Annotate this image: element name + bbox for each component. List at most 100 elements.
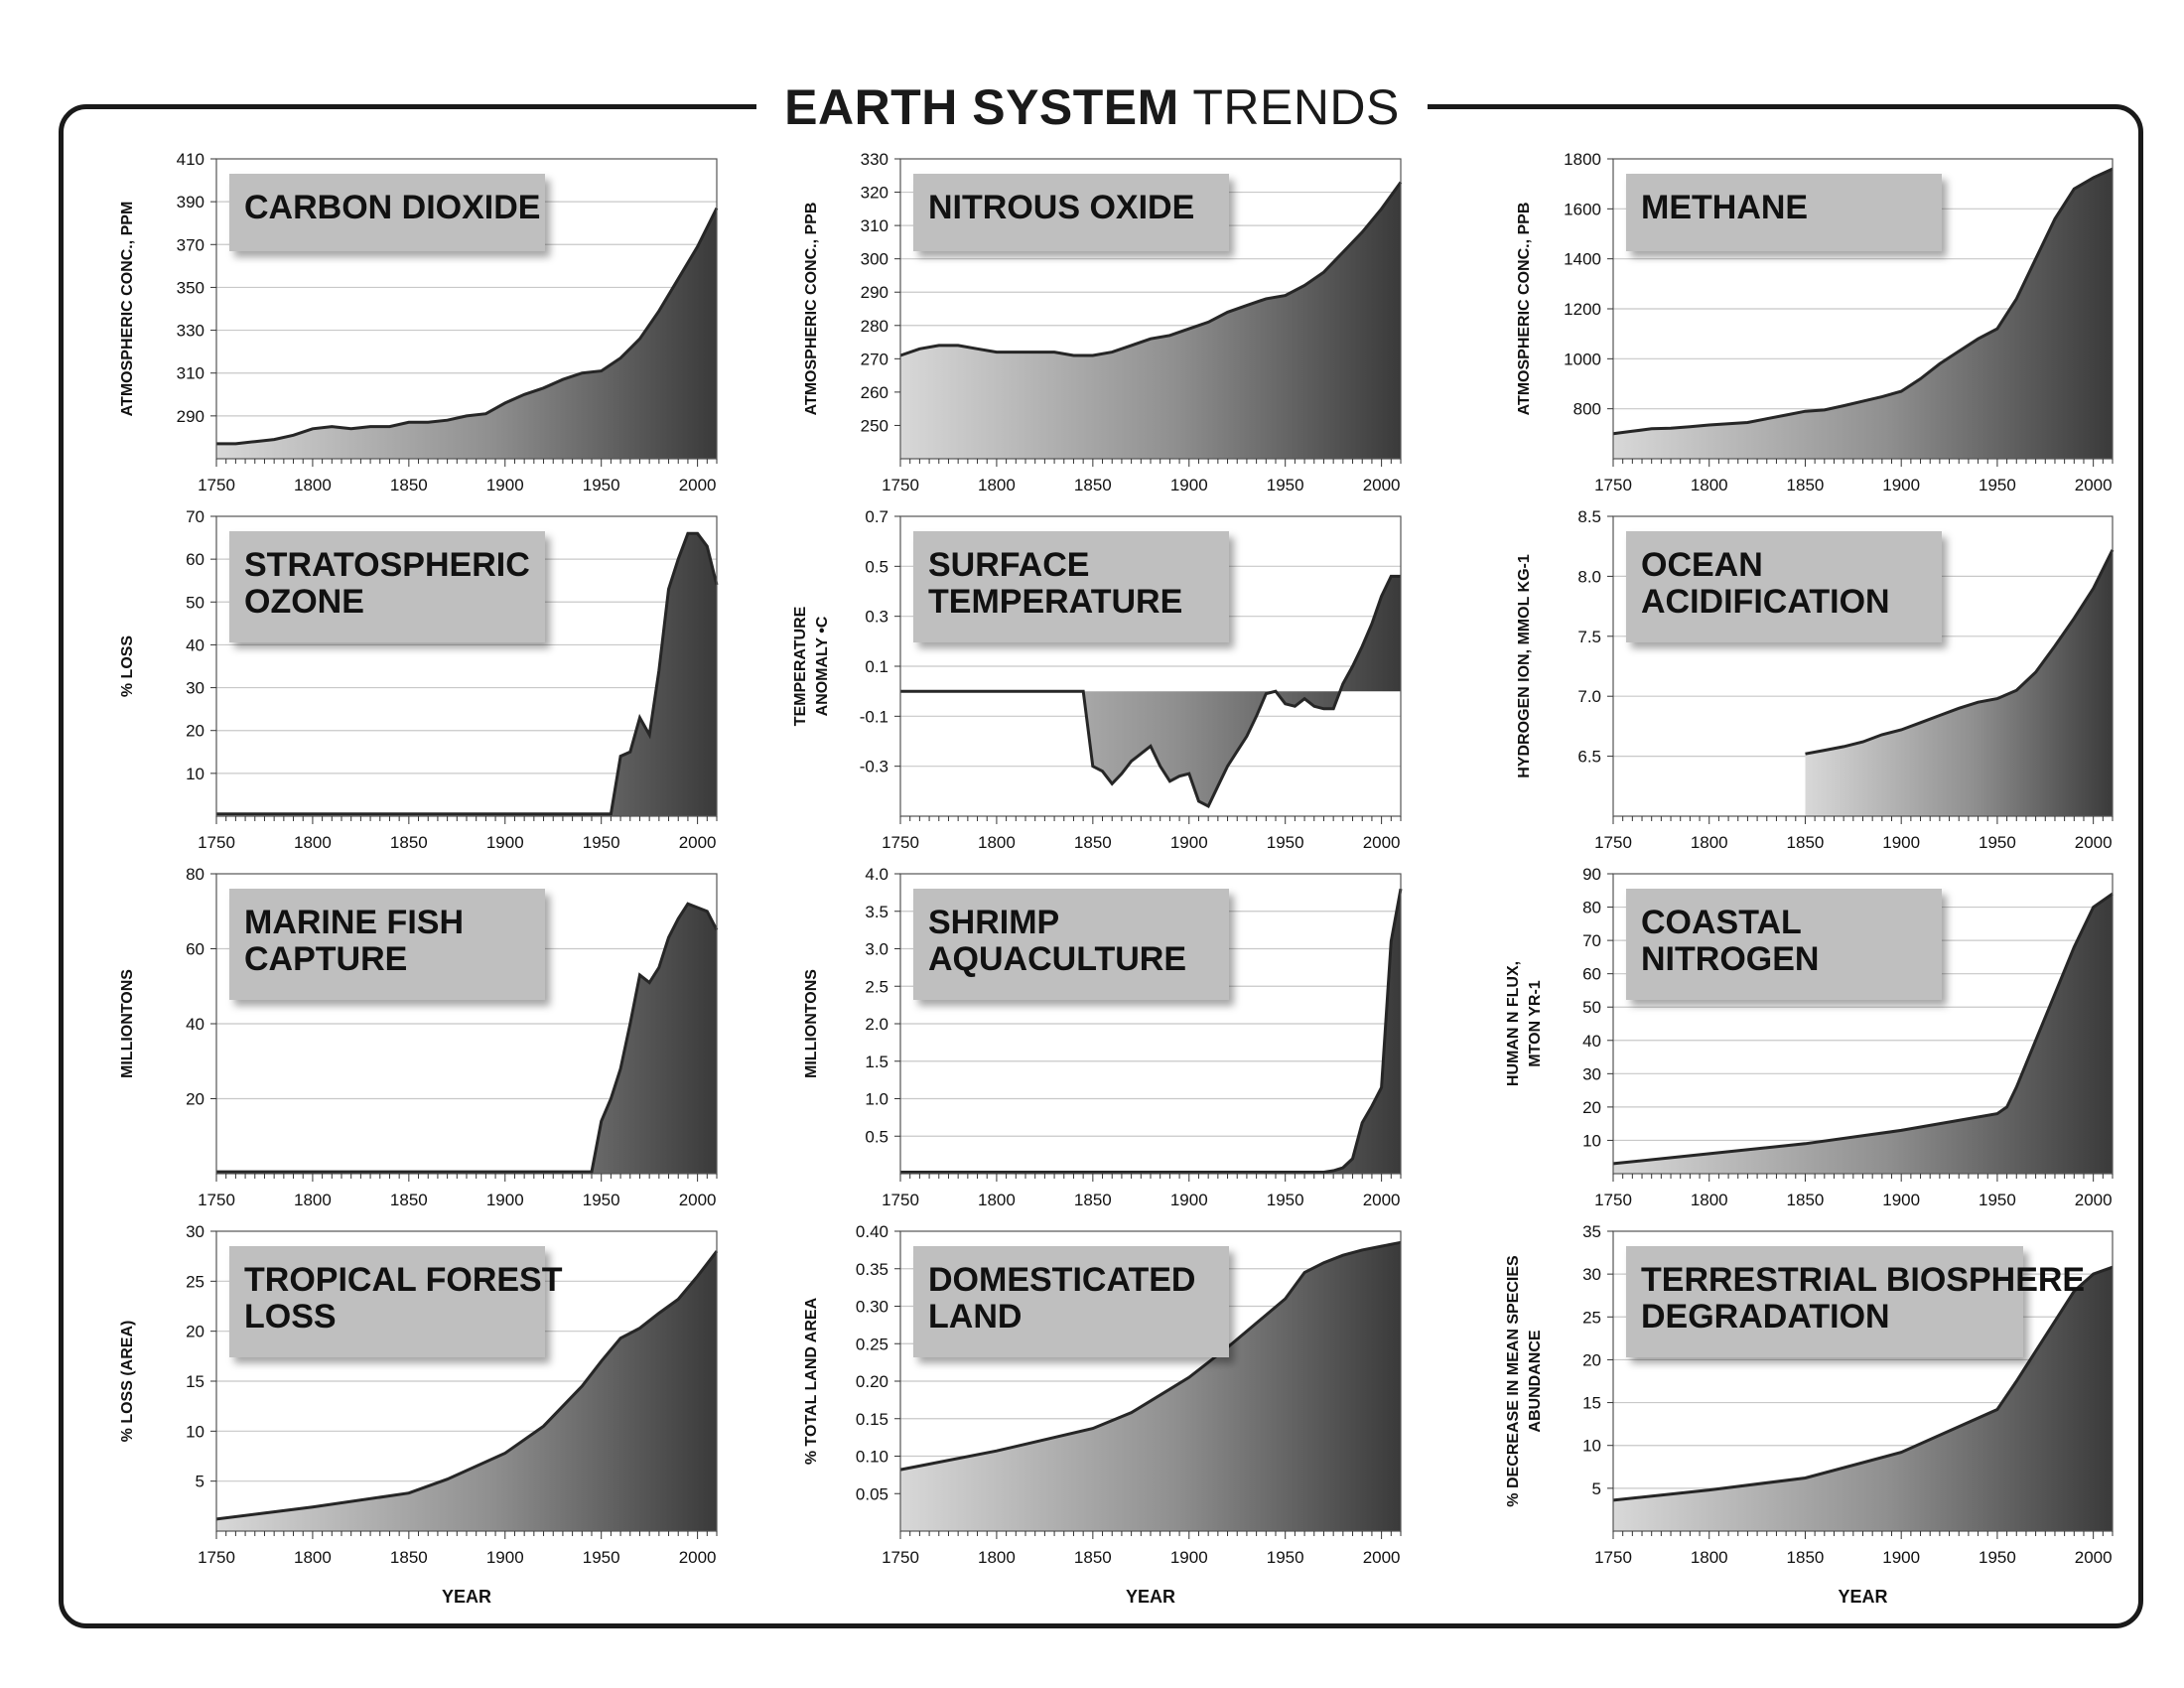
series-line bbox=[215, 1250, 719, 1521]
chart-title: METHANE bbox=[1641, 189, 1808, 226]
x-tick-label: 1950 bbox=[1979, 476, 2016, 494]
chart-title: LOSS bbox=[244, 1298, 337, 1336]
title-box bbox=[1626, 889, 1942, 1000]
y-tick-label: 310 bbox=[177, 364, 205, 383]
title-box bbox=[913, 889, 1229, 1000]
y-tick-label: 3.5 bbox=[865, 903, 888, 921]
x-tick-label: 2000 bbox=[2075, 476, 2113, 494]
y-tick-label: 35 bbox=[1582, 1222, 1601, 1241]
y-axis-label: % TOTAL LAND AREA bbox=[803, 1297, 820, 1465]
y-tick-label: 8.5 bbox=[1577, 507, 1601, 526]
y-tick-label: 40 bbox=[186, 1015, 205, 1034]
x-tick-label: 1900 bbox=[1882, 833, 1920, 852]
title-box bbox=[229, 174, 545, 251]
y-tick-label: 20 bbox=[186, 1323, 205, 1341]
x-tick-label: 1950 bbox=[1267, 1191, 1304, 1209]
x-tick-label: 1900 bbox=[486, 1191, 524, 1209]
series-line bbox=[1612, 1265, 2114, 1502]
x-tick-label: 1950 bbox=[583, 833, 620, 852]
y-tick-label: 290 bbox=[177, 407, 205, 426]
chart-title: TEMPERATURE bbox=[928, 583, 1182, 621]
area-series bbox=[216, 1251, 717, 1531]
area-series bbox=[216, 904, 717, 1174]
chart-title: OZONE bbox=[244, 583, 364, 621]
chart-title: NITROGEN bbox=[1641, 940, 1819, 978]
y-tick-label: 2.5 bbox=[865, 977, 888, 996]
title-box bbox=[913, 174, 1229, 251]
y-axis-label: MILLIONTONS bbox=[803, 969, 820, 1078]
x-axis-label: YEAR bbox=[442, 1587, 491, 1607]
chart-title: CARBON DIOXIDE bbox=[244, 189, 540, 226]
chart-title: ACIDIFICATION bbox=[1641, 583, 1890, 621]
y-tick-label: 280 bbox=[861, 317, 888, 336]
y-tick-label: 30 bbox=[186, 1222, 205, 1241]
x-tick-label: 1850 bbox=[1787, 1191, 1825, 1209]
y-tick-label: 320 bbox=[861, 184, 888, 203]
y-tick-label: 15 bbox=[186, 1372, 205, 1391]
y-tick-label: 1800 bbox=[1564, 150, 1601, 169]
y-tick-label: 7.5 bbox=[1577, 628, 1601, 646]
x-tick-label: 1750 bbox=[198, 833, 235, 852]
y-tick-label: 60 bbox=[186, 940, 205, 959]
chart-title: MARINE FISH bbox=[244, 904, 464, 941]
y-tick-label: 20 bbox=[1582, 1350, 1601, 1369]
x-tick-label: 1750 bbox=[1594, 476, 1632, 494]
title-box bbox=[229, 889, 545, 1000]
series-line bbox=[216, 531, 719, 816]
x-tick-label: 1850 bbox=[1074, 1191, 1112, 1209]
y-tick-label: 70 bbox=[186, 507, 205, 526]
y-tick-label: 330 bbox=[177, 322, 205, 341]
y-tick-label: 40 bbox=[1582, 1032, 1601, 1051]
y-tick-label: 410 bbox=[177, 150, 205, 169]
x-tick-label: 1750 bbox=[1594, 1548, 1632, 1567]
y-tick-label: 1.5 bbox=[865, 1053, 888, 1071]
x-tick-label: 1800 bbox=[294, 476, 332, 494]
x-tick-label: 1800 bbox=[294, 1548, 332, 1567]
y-axis-label: HUMAN N FLUX, bbox=[1505, 961, 1522, 1086]
x-tick-label: 1850 bbox=[1074, 1548, 1112, 1567]
x-tick-label: 1850 bbox=[1787, 476, 1825, 494]
chart-9: 10 20 30 40 50 60 70 80 90 1750 1800 1850 1900 1950 20… bbox=[1505, 865, 2114, 1209]
y-tick-label: 20 bbox=[186, 722, 205, 741]
y-tick-label: 60 bbox=[1582, 965, 1601, 984]
x-tick-label: 1900 bbox=[1170, 833, 1208, 852]
y-axis-label: ANOMALY •C bbox=[814, 616, 831, 716]
y-tick-label: 250 bbox=[861, 416, 888, 435]
y-tick-label: 0.1 bbox=[865, 657, 888, 676]
x-tick-label: 1950 bbox=[1267, 476, 1304, 494]
y-tick-label: 10 bbox=[186, 765, 205, 783]
x-tick-label: 1800 bbox=[294, 1191, 332, 1209]
x-tick-label: 1800 bbox=[978, 1548, 1016, 1567]
x-tick-label: 1900 bbox=[1170, 1191, 1208, 1209]
y-tick-label: 0.25 bbox=[856, 1335, 888, 1353]
chart-title: TROPICAL FOREST bbox=[244, 1261, 563, 1299]
area-series bbox=[216, 208, 717, 459]
y-tick-label: 25 bbox=[1582, 1308, 1601, 1327]
x-tick-label: 1800 bbox=[294, 833, 332, 852]
title-box bbox=[229, 531, 545, 642]
x-tick-label: 1950 bbox=[583, 1548, 620, 1567]
x-tick-label: 1900 bbox=[486, 476, 524, 494]
y-tick-label: 50 bbox=[1582, 998, 1601, 1017]
y-axis-label: % LOSS bbox=[119, 635, 136, 698]
y-tick-label: 0.5 bbox=[865, 557, 888, 576]
x-tick-label: 2000 bbox=[679, 1548, 717, 1567]
area-series bbox=[1805, 549, 2113, 816]
chart-title: CAPTURE bbox=[244, 940, 407, 978]
y-tick-label: 0.7 bbox=[865, 507, 888, 526]
page-title: EARTH SYSTEM TRENDS bbox=[756, 71, 1428, 143]
y-tick-label: 5 bbox=[1592, 1479, 1601, 1498]
y-tick-label: 15 bbox=[1582, 1394, 1601, 1413]
y-tick-label: 300 bbox=[861, 250, 888, 269]
y-tick-label: 800 bbox=[1573, 400, 1601, 419]
y-tick-label: 0.35 bbox=[856, 1260, 888, 1279]
y-tick-label: 10 bbox=[186, 1422, 205, 1441]
y-tick-label: 90 bbox=[1582, 865, 1601, 884]
x-tick-label: 1750 bbox=[198, 1548, 235, 1567]
y-tick-label: 290 bbox=[861, 283, 888, 302]
x-tick-label: 2000 bbox=[2075, 833, 2113, 852]
y-tick-label: 8.0 bbox=[1577, 567, 1601, 586]
y-tick-label: 10 bbox=[1582, 1437, 1601, 1456]
x-tick-label: 2000 bbox=[2075, 1191, 2113, 1209]
chart-title: SHRIMP bbox=[928, 904, 1059, 941]
